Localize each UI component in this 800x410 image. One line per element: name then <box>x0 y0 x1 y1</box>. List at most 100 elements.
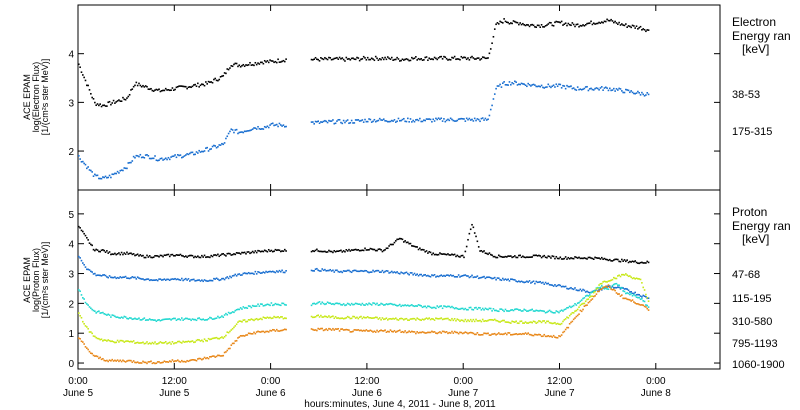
data-point <box>503 333 505 335</box>
data-point <box>465 331 468 334</box>
data-point <box>281 316 283 318</box>
data-point <box>314 303 317 305</box>
data-point <box>167 253 170 256</box>
data-point <box>473 276 476 278</box>
data-point <box>118 316 120 319</box>
data-point <box>576 314 579 317</box>
data-point <box>504 321 507 323</box>
data-point <box>162 159 164 161</box>
data-point <box>455 120 457 122</box>
data-point <box>340 58 342 60</box>
data-point <box>423 331 425 334</box>
data-point <box>135 254 138 256</box>
data-point <box>245 272 247 275</box>
data-point <box>468 306 471 309</box>
data-point <box>337 327 340 330</box>
data-point <box>575 315 578 318</box>
data-point <box>154 341 156 343</box>
data-point <box>340 121 342 124</box>
data-point <box>130 317 132 319</box>
x-tick-day-label: June 5 <box>63 388 93 399</box>
data-point <box>477 333 480 336</box>
data-point <box>638 293 641 296</box>
data-point <box>345 317 348 319</box>
data-point <box>217 145 219 148</box>
data-point <box>629 91 631 94</box>
data-point <box>590 291 592 294</box>
data-point <box>198 279 200 281</box>
data-point <box>183 85 186 88</box>
data-point <box>419 58 421 61</box>
data-point <box>610 286 612 289</box>
data-point <box>259 272 262 274</box>
data-point <box>108 174 111 177</box>
data-point <box>130 252 132 255</box>
data-point <box>360 58 362 61</box>
data-point <box>152 342 155 345</box>
data-point <box>475 306 477 309</box>
data-point <box>532 83 535 86</box>
data-point <box>639 278 642 281</box>
data-point <box>476 57 479 59</box>
data-point <box>439 305 441 308</box>
data-point <box>107 101 110 104</box>
data-point <box>429 306 432 309</box>
data-point <box>281 329 283 332</box>
data-point <box>626 259 628 261</box>
data-point <box>598 290 600 293</box>
data-point <box>497 332 500 334</box>
data-point <box>604 285 607 288</box>
data-point <box>524 309 527 311</box>
data-point <box>255 251 258 254</box>
data-point <box>226 349 229 352</box>
data-point <box>550 22 552 24</box>
data-point <box>473 320 476 323</box>
data-point <box>365 270 368 272</box>
data-point <box>270 249 273 252</box>
data-point <box>508 255 511 257</box>
data-point <box>88 89 91 91</box>
data-point <box>530 333 532 336</box>
data-point <box>566 287 568 290</box>
data-point <box>366 330 369 332</box>
data-point <box>112 99 115 102</box>
data-point <box>627 261 630 264</box>
data-point <box>88 331 91 333</box>
data-point <box>487 118 489 121</box>
data-point <box>219 76 222 78</box>
data-point <box>477 277 480 280</box>
data-point <box>251 318 254 321</box>
data-point <box>144 319 147 321</box>
data-point <box>401 304 404 307</box>
data-point <box>214 77 217 80</box>
data-point <box>524 256 527 259</box>
data-point <box>182 340 184 343</box>
data-point <box>575 256 578 259</box>
data-point <box>389 271 392 274</box>
data-point <box>385 303 388 305</box>
data-point <box>364 330 366 332</box>
data-point <box>325 315 328 318</box>
data-point <box>269 124 271 126</box>
data-point <box>152 256 155 259</box>
data-point <box>179 154 182 156</box>
data-point <box>142 318 144 320</box>
data-point <box>452 319 455 322</box>
data-point <box>516 322 519 324</box>
data-point <box>461 57 464 59</box>
data-point <box>230 312 233 314</box>
data-point <box>334 302 337 305</box>
data-point <box>532 254 535 257</box>
data-point <box>374 249 377 252</box>
data-point <box>489 307 492 310</box>
data-point <box>277 315 279 318</box>
data-point <box>373 330 376 333</box>
data-point <box>124 167 127 170</box>
data-point <box>99 177 101 180</box>
data-point <box>354 269 357 272</box>
data-point <box>235 62 238 65</box>
data-point <box>90 243 92 246</box>
data-point <box>527 256 529 259</box>
data-point <box>386 303 389 306</box>
data-point <box>167 89 170 91</box>
